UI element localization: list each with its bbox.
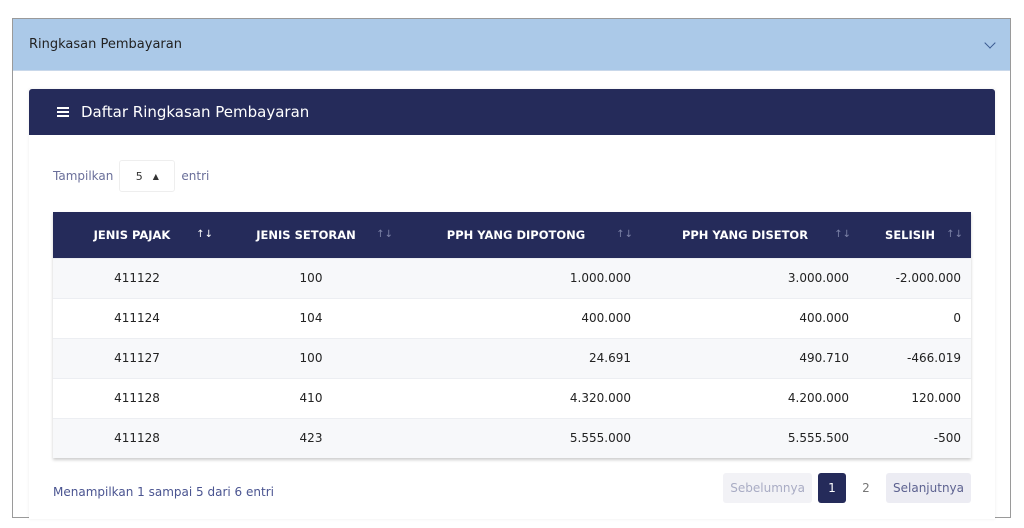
table-cell: 5.555.500 (641, 417, 859, 458)
table-cell: 400.000 (401, 297, 641, 338)
table-cell: 411122 (53, 257, 221, 298)
length-suffix: entri (181, 169, 210, 183)
table-cell: -500 (859, 417, 971, 458)
entries-length-control: Tampilkan 5 ▲ entri (53, 160, 209, 192)
table-cell: 411128 (53, 417, 221, 458)
select-arrows-icon: ▲ (152, 171, 159, 181)
payment-summary-panel: Ringkasan Pembayaran Daftar Ringkasan Pe… (12, 18, 1011, 519)
column-header-label: SELISIH (885, 227, 935, 242)
page-1-button[interactable]: 1 (818, 473, 846, 503)
next-page-button[interactable]: Selanjutnya (886, 473, 971, 503)
table-cell: 410 (221, 377, 401, 418)
table-cell: 1.000.000 (401, 257, 641, 298)
table-info: Menampilkan 1 sampai 5 dari 6 entri (53, 485, 274, 499)
column-header-label: PPH YANG DIPOTONG (446, 227, 586, 242)
entries-select-value: 5 (135, 169, 143, 183)
table-cell: 104 (221, 297, 401, 338)
accordion-title: Ringkasan Pembayaran (29, 37, 182, 52)
table-row: 411122 100 1.000.000 3.000.000 -2.000.000 (53, 257, 971, 298)
column-header[interactable]: PPH YANG DISETOR ↑↓ (641, 212, 859, 258)
table-cell: 490.710 (641, 337, 859, 378)
column-header[interactable]: JENIS SETORAN ↑↓ (221, 212, 401, 258)
table-row: 411128 423 5.555.000 5.555.500 -500 (53, 417, 971, 458)
column-header-label: JENIS PAJAK (93, 227, 171, 242)
table-cell: -2.000.000 (859, 257, 971, 298)
table-cell: 411128 (53, 377, 221, 418)
column-header[interactable]: JENIS PAJAK ↑↓ (53, 212, 221, 258)
sort-icon[interactable]: ↑↓ (376, 229, 393, 240)
sort-icon[interactable]: ↑↓ (616, 229, 633, 240)
table-cell: 120.000 (859, 377, 971, 418)
table-cell: 4.200.000 (641, 377, 859, 418)
table-row: 411128 410 4.320.000 4.200.000 120.000 (53, 377, 971, 418)
sort-icon[interactable]: ↑↓ (946, 229, 963, 240)
table-cell: 5.555.000 (401, 417, 641, 458)
entries-select[interactable]: 5 ▲ (119, 160, 176, 192)
previous-page-button[interactable]: Sebelumnya (723, 473, 812, 503)
card-header: Daftar Ringkasan Pembayaran (29, 89, 995, 135)
table-cell: 24.691 (401, 337, 641, 378)
summary-card: Daftar Ringkasan Pembayaran Tampilkan 5 … (29, 89, 995, 519)
sort-icon[interactable]: ↑↓ (196, 229, 213, 240)
page-2-button[interactable]: 2 (862, 481, 870, 495)
table-cell: 4.320.000 (401, 377, 641, 418)
sort-icon[interactable]: ↑↓ (834, 229, 851, 240)
table-cell: 411127 (53, 337, 221, 378)
column-header-label: JENIS SETORAN (256, 227, 356, 242)
column-header-label: PPH YANG DISETOR (681, 227, 809, 242)
table-cell: 3.000.000 (641, 257, 859, 298)
table-cell: 0 (859, 297, 971, 338)
card-title: Daftar Ringkasan Pembayaran (81, 103, 310, 121)
table-cell: 423 (221, 417, 401, 458)
table-row: 411127 100 24.691 490.710 -466.019 (53, 337, 971, 378)
table-cell: 411124 (53, 297, 221, 338)
table-cell: 100 (221, 257, 401, 298)
table-row: 411124 104 400.000 400.000 0 (53, 297, 971, 338)
accordion-header[interactable]: Ringkasan Pembayaran (13, 19, 1010, 71)
length-prefix: Tampilkan (53, 169, 114, 183)
column-header[interactable]: PPH YANG DIPOTONG ↑↓ (401, 212, 641, 258)
pagination: Sebelumnya 1 2 Selanjutnya (723, 473, 971, 503)
column-header[interactable]: SELISIH ↑↓ (859, 212, 971, 258)
summary-table: JENIS PAJAK ↑↓ JENIS SETORAN ↑↓ PPH YANG DIP… (53, 212, 971, 458)
table-cell: 100 (221, 337, 401, 378)
table-cell: -466.019 (859, 337, 971, 378)
table-cell: 400.000 (641, 297, 859, 338)
chevron-down-icon[interactable] (984, 36, 996, 49)
list-icon (57, 107, 69, 117)
